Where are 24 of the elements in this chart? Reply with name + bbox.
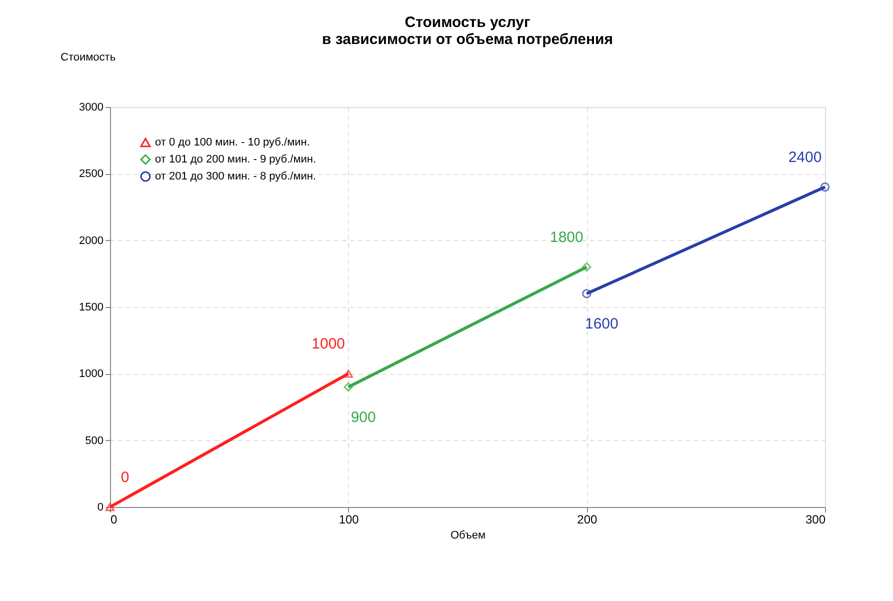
y-axis-title: Стоимость [60,52,116,64]
x-tick-label: 200 [577,512,598,526]
data-label: 900 [350,409,376,426]
x-tick-label: 0 [110,512,118,526]
text: в зависимости от объема потребления [322,31,614,48]
y-tick-label: 0 [97,502,104,514]
x-tick-label: 100 [338,512,360,526]
data-label: 0 [120,469,130,486]
text: Стоимость услуг [404,14,530,31]
y-tick-label: 2500 [79,168,104,180]
y-tick-label: 500 [85,434,104,447]
y-tick-label: 1500 [79,302,104,314]
x-tick-label: 300 [805,512,826,526]
y-tick-label: 2000 [79,234,104,247]
y-tick-label: 3000 [79,102,104,114]
legend-label: от 0 до 100 мин. - 10 руб./мин. [155,136,310,148]
legend-label: от 101 до 200 мин. - 9 руб./мин. [155,154,316,166]
legend-label: от 201 до 300 мин. - 8 руб./мин. [155,170,316,182]
data-label: 1800 [550,229,584,246]
data-label: 1600 [584,316,618,333]
x-axis-title: Объем [450,530,486,542]
data-label: 1000 [312,336,346,353]
y-tick-label: 1000 [79,368,104,380]
data-label: 2400 [788,149,822,166]
